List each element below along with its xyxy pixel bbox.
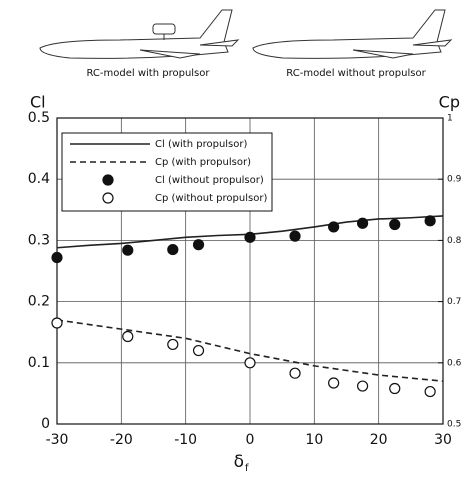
x-tick-label: 20 — [370, 432, 388, 448]
point — [389, 218, 401, 231]
y-tick-label: 0.3 — [28, 232, 50, 248]
plot-frame — [56, 117, 444, 425]
aircraft-with-propulsor — [39, 9, 240, 59]
series-line — [56, 319, 444, 382]
point — [244, 231, 256, 243]
y2-tick-label: 0.5 — [447, 420, 461, 430]
y-tick-label: 0 — [41, 416, 50, 432]
point — [167, 243, 179, 256]
legend-label: Cl (without propulsor) — [155, 175, 264, 186]
legend-label: Cl (with propulsor) — [155, 139, 247, 150]
point — [51, 317, 63, 329]
point — [328, 221, 340, 233]
point — [356, 380, 369, 392]
y2-tick-label: 0.8 — [447, 236, 462, 246]
point — [289, 230, 301, 242]
y-tick-label: 0.1 — [28, 355, 50, 371]
y2-tick-label: 1 — [447, 114, 453, 124]
x-tick-label: 30 — [434, 432, 452, 448]
legend-box — [61, 132, 273, 212]
point — [328, 377, 340, 389]
caption: RC-model with propulsor — [86, 68, 210, 79]
caption: RC-model without propulsor — [286, 68, 426, 79]
x-tick-label: 10 — [305, 432, 323, 448]
x-tick-label: -10 — [174, 432, 197, 448]
point — [122, 244, 134, 256]
x-axis-label: δ — [234, 452, 244, 472]
legend-swatch — [102, 174, 114, 186]
point — [389, 382, 401, 395]
x-tick-label: 0 — [246, 432, 255, 448]
point — [192, 344, 205, 357]
point — [356, 217, 369, 229]
point — [167, 338, 179, 351]
x-axis-label-subscript: f — [245, 463, 249, 473]
point — [51, 251, 63, 264]
aircraft-without-propulsor — [252, 9, 453, 59]
x-tick-label: -20 — [110, 432, 133, 448]
x-tick-label: -30 — [46, 432, 69, 448]
point — [192, 239, 205, 251]
y2-tick-label: 0.6 — [447, 358, 462, 368]
y-tick-label: 0.2 — [28, 294, 50, 310]
y2-axis-label: Cp — [439, 93, 460, 112]
point — [424, 385, 436, 398]
y2-tick-label: 0.7 — [447, 297, 461, 307]
point — [289, 367, 301, 379]
y-axis-label: Cl — [30, 93, 46, 112]
legend-label: Cp (with propulsor) — [155, 157, 251, 168]
point — [424, 215, 436, 227]
y-tick-label: 0.4 — [28, 171, 50, 187]
point — [244, 357, 256, 369]
point — [122, 330, 134, 343]
y2-tick-label: 0.9 — [447, 175, 462, 185]
legend-swatch — [102, 192, 114, 204]
legend-label: Cp (without propulsor) — [155, 193, 267, 204]
y-tick-label: 0.5 — [28, 110, 50, 126]
